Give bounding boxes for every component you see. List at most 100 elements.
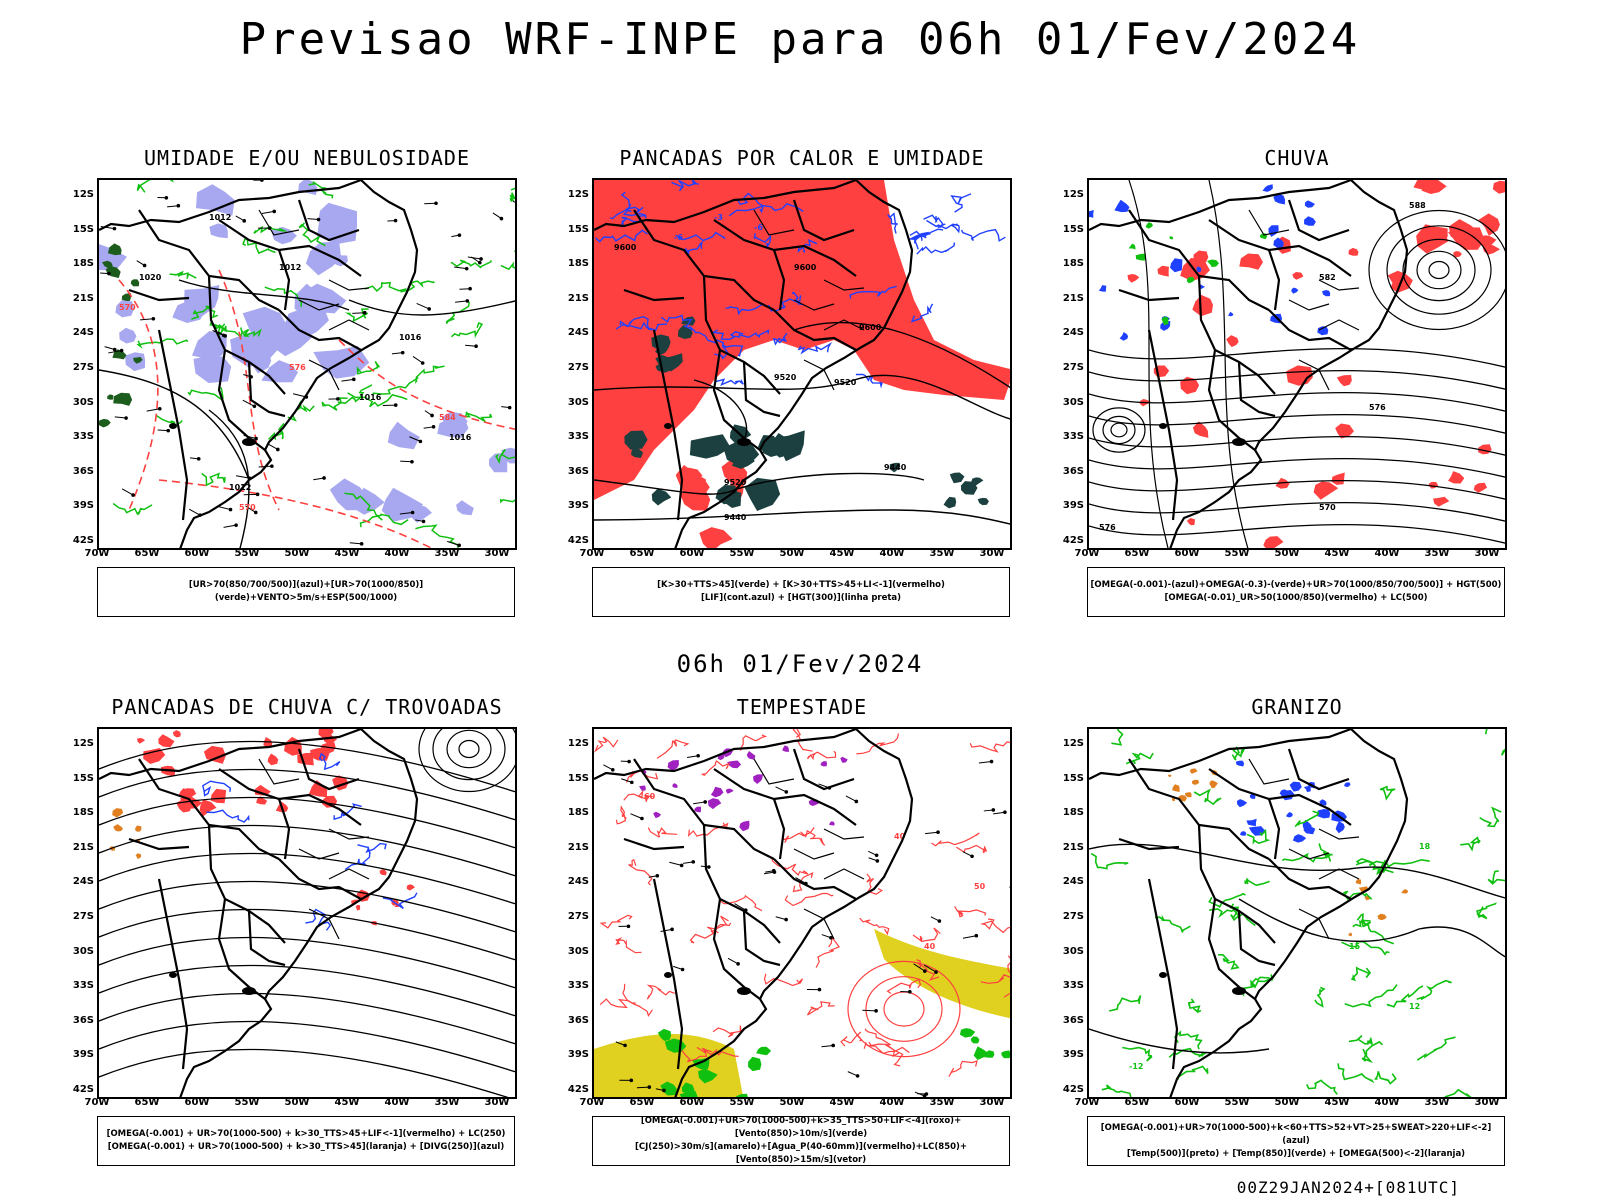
lon-tick-label: 55W [234, 548, 260, 559]
run-info: 00Z29JAN2024+[081UTC] [1236, 1178, 1460, 1197]
coastline [1089, 729, 1409, 1097]
contour-label: 582 [1319, 273, 1336, 282]
anticyclone-contour [418, 729, 515, 793]
contour-label: 9600 [794, 263, 817, 272]
lon-tick-label: 45W [829, 548, 855, 559]
lat-tick-label: 15S [1062, 223, 1084, 235]
contour-label: 576 [289, 363, 306, 372]
wind-vectors [100, 180, 515, 548]
instability-dark-area [651, 316, 696, 373]
lat-tick-label: 42S [72, 1084, 94, 1095]
legend-line: [OMEGA(-0.001)+UR>70(1000-500)+k<60+TTS>… [1100, 1122, 1492, 1146]
contour-label: -3 [714, 213, 723, 222]
lat-tick-label: 27S [567, 362, 589, 373]
lon-tick-label: 50W [779, 548, 805, 559]
legend-line: [CJ(250)>30m/s](amarelo)+[Agua_P(40-60mm… [634, 1142, 968, 1165]
lon-tick-label: 30W [484, 548, 510, 559]
panel-title: UMIDADE E/OU NEBULOSIDADE [143, 146, 471, 170]
lon-tick-label: 70W [579, 1097, 605, 1108]
lat-tick-label: 33S [1062, 980, 1084, 992]
contour-label: 40 [894, 832, 906, 841]
lat-tick-label: 27S [567, 911, 589, 922]
lon-tick-label: 45W [1324, 548, 1350, 559]
map-panel: 12 15 18 -12 [1087, 727, 1507, 1099]
lon-tick-label: 55W [729, 548, 755, 559]
lat-tick-label: 12S [1062, 189, 1084, 200]
lon-tick-label: 60W [1174, 548, 1200, 559]
map-panel [97, 727, 517, 1099]
country-borders [1118, 199, 1352, 521]
panel-title: TEMPESTADE [736, 695, 868, 719]
lat-tick-label: 39S [567, 500, 589, 512]
legend-line: [Temp(500)](preto) + [Temp(850)](verde) … [1126, 1148, 1466, 1159]
lat-tick-label: 15S [72, 223, 94, 235]
contour-label: 570 [1319, 503, 1336, 512]
state-borders [1248, 758, 1360, 940]
lon-tick-label: 65W [1124, 548, 1150, 559]
lon-tick-label: 35W [434, 1097, 460, 1108]
lat-tick-label: 18S [72, 807, 94, 819]
cyclone-contour [1368, 209, 1505, 331]
contour-label: 9520 [834, 378, 857, 387]
coastline [99, 729, 419, 1097]
lat-tick-label: 27S [72, 911, 94, 922]
lat-tick-label: 21S [72, 292, 94, 304]
legend-line: [OMEGA(-0.001) + UR>70(1000-500) + k>30_… [106, 1129, 506, 1139]
lat-tick-label: 33S [1062, 431, 1084, 443]
lat-tick-label: 15S [72, 772, 94, 784]
lifted-index-contour [907, 193, 1006, 250]
lon-tick-label: 45W [334, 548, 360, 559]
coastline [594, 729, 914, 1097]
lon-tick-label: 50W [1274, 1097, 1300, 1108]
lat-tick-label: 36S [567, 1014, 589, 1026]
legend-line: [OMEGA(-0.001)-(azul)+OMEGA(-0.3)-(verde… [1090, 580, 1502, 590]
panel-legend: [OMEGA(-0.001)-(azul)+OMEGA(-0.3)-(verde… [1087, 567, 1505, 617]
contour-label: 588 [1409, 201, 1426, 210]
lake-shape [1232, 987, 1246, 995]
coastline [99, 180, 419, 548]
lake-shape [1159, 972, 1167, 978]
hgt-labels: 9600 9600 9600 9520 9520 9440 9440 9520 [614, 243, 907, 522]
temp-labels: 12 15 18 -12 [1129, 842, 1431, 1071]
lon-tick-label: 65W [629, 548, 655, 559]
lon-tick-label: 35W [1424, 548, 1450, 559]
lake-shape [737, 987, 751, 995]
lon-tick-label: 60W [184, 1097, 210, 1108]
lat-tick-label: 24S [72, 876, 94, 888]
cyclone-contour [1092, 407, 1146, 453]
omega-green-area [1128, 222, 1268, 326]
lat-tick-label: 39S [72, 1049, 94, 1061]
country-borders [623, 748, 857, 1070]
lat-tick-label: 24S [72, 327, 94, 339]
lon-tick-label: 70W [84, 1097, 110, 1108]
panel-title: PANCADAS POR CALOR E UMIDADE [619, 146, 985, 170]
contour-label: 1016 [449, 433, 472, 442]
humidity-green-contour [112, 180, 515, 548]
lat-tick-label: 27S [1062, 911, 1084, 922]
lat-tick-label: 36S [72, 1014, 94, 1026]
lat-tick-label: 18S [1062, 807, 1084, 819]
lat-tick-label: 42S [1062, 1084, 1084, 1095]
lat-tick-label: 27S [72, 362, 94, 373]
jet-yellow-area [874, 929, 1010, 1019]
lat-tick-label: 21S [567, 841, 589, 853]
contour-label: 9600 [614, 243, 637, 252]
lat-tick-label: 18S [567, 807, 589, 819]
lon-tick-label: 30W [1474, 548, 1500, 559]
contour-label: 18 [1419, 842, 1431, 851]
lat-tick-label: 21S [1062, 841, 1084, 853]
precip-water-contour [594, 729, 1010, 1077]
contour-label: 60 [644, 792, 656, 801]
map-panel: 40 50 40 60 [592, 727, 1012, 1099]
pressure-contour [99, 279, 515, 548]
panel-legend: [OMEGA(-0.001)+UR>70(1000-500)+k<60+TTS>… [1087, 1116, 1505, 1166]
lake-shape [1159, 423, 1167, 429]
lat-tick-label: 27S [1062, 362, 1084, 373]
contour-label: 570 [239, 503, 256, 512]
lon-tick-label: 35W [434, 548, 460, 559]
country-borders [1118, 748, 1352, 1070]
lake-shape [242, 987, 256, 995]
contour-label: 576 [1099, 523, 1116, 532]
isobar-labels: 1012 1012 1016 1016 1020 1012 1016 [139, 213, 472, 492]
temp500-contour [1089, 843, 1505, 1054]
